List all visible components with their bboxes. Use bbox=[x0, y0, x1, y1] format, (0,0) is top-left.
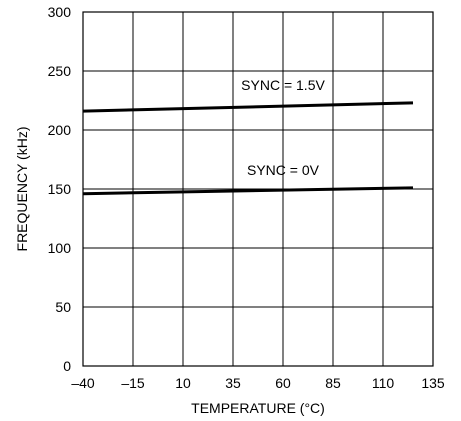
y-tick-label: 0 bbox=[63, 358, 71, 374]
y-axis-label: FREQUENCY (kHz) bbox=[14, 127, 30, 252]
y-tick-label: 50 bbox=[55, 299, 71, 315]
series-line-0 bbox=[82, 101, 414, 113]
x-tick-label: 135 bbox=[421, 375, 445, 391]
y-tick-labels: 0 50 100 150 200 250 300 bbox=[48, 4, 72, 374]
x-axis-label: TEMPERATURE (°C) bbox=[191, 400, 325, 416]
x-tick-label: 110 bbox=[372, 375, 395, 391]
series-group bbox=[82, 101, 414, 196]
series-annotation-0: SYNC = 1.5V bbox=[241, 77, 325, 93]
y-tick-label: 100 bbox=[48, 240, 72, 256]
y-tick-label: 250 bbox=[48, 63, 72, 79]
x-tick-label: 60 bbox=[275, 375, 291, 391]
plot-frame bbox=[82, 11, 434, 367]
x-tick-label: 10 bbox=[175, 375, 191, 391]
y-tick-label: 300 bbox=[48, 4, 72, 20]
x-tick-label: 85 bbox=[325, 375, 341, 391]
y-tick-label: 150 bbox=[48, 181, 72, 197]
x-tick-label: –15 bbox=[121, 375, 145, 391]
x-tick-labels: –40 –15 10 35 60 85 110 135 bbox=[71, 375, 445, 391]
y-tick-label: 200 bbox=[48, 122, 72, 138]
series-annotation-1: SYNC = 0V bbox=[247, 162, 320, 178]
x-tick-label: 35 bbox=[225, 375, 241, 391]
x-tick-label: –40 bbox=[71, 375, 95, 391]
annotation-group: SYNC = 1.5V SYNC = 0V bbox=[241, 77, 325, 178]
series-line-1 bbox=[82, 186, 414, 196]
